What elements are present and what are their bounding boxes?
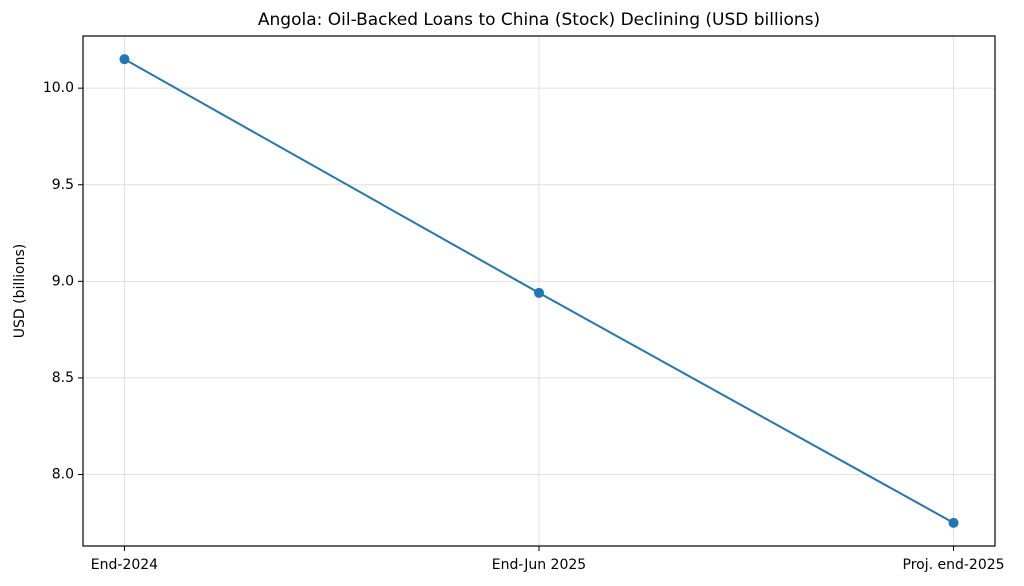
x-tick-label: End-Jun 2025 [492,557,586,573]
y-tick-label: 10.0 [43,80,74,96]
marker [534,287,544,298]
y-tick-label: 8.5 [52,370,74,386]
chart-title: Angola: Oil-Backed Loans to China (Stock… [258,10,820,30]
y-tick-label: 8.0 [52,467,74,483]
plot-frame [82,35,996,547]
y-tick-label: 9.5 [52,177,74,193]
x-tick-label: Proj. end-2025 [903,557,1005,573]
x-tick-label: End-2024 [91,557,158,573]
marker [948,517,959,528]
marker [119,54,130,65]
y-axis-label: USD (billions) [12,244,28,338]
y-tick-label: 9.0 [52,273,74,289]
